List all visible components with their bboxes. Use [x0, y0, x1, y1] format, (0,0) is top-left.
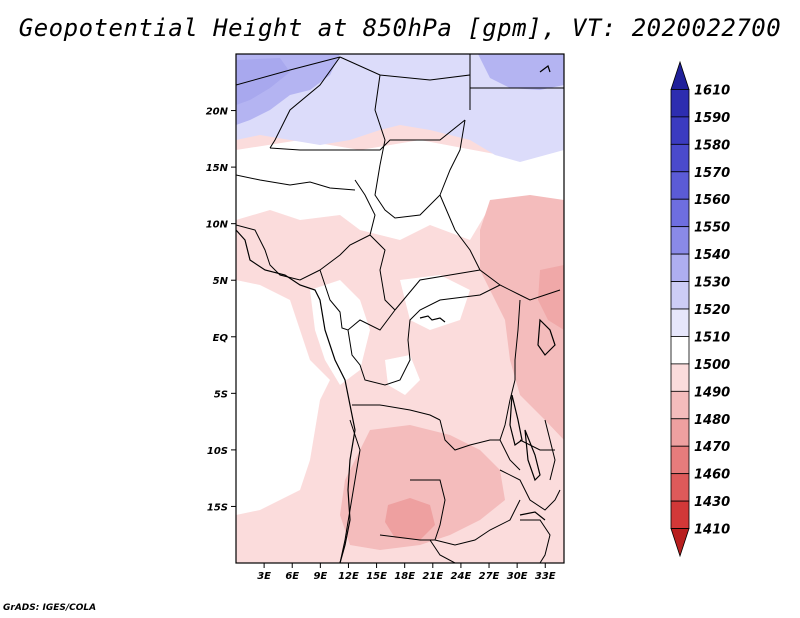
lat-tick-label: 5N — [213, 276, 229, 287]
lon-tick-label: 9E — [313, 571, 327, 582]
colorbar-segment — [670, 226, 690, 255]
lon-tick-label: 24E — [451, 571, 472, 582]
colorbar-level-label: 1430 — [694, 495, 730, 510]
country-borders — [236, 54, 564, 563]
colorbar-level-label: 1510 — [694, 330, 730, 345]
grads-credit: GrADS: IGES/COLA — [3, 603, 97, 613]
lon-tick-label: 33E — [535, 571, 556, 582]
colorbar-level-label: 1580 — [694, 138, 730, 153]
colorbar-segment — [670, 281, 690, 310]
colorbar-level-label: 1590 — [694, 111, 730, 126]
colorbar-segment — [670, 143, 690, 173]
lon-tick-label: 15E — [366, 571, 387, 582]
map-frame — [235, 53, 565, 564]
colorbar-segment — [670, 89, 690, 118]
field-1470-1480-east — [538, 265, 564, 330]
colorbar-segment — [670, 116, 690, 145]
colorbar-segment — [670, 363, 690, 392]
field-1480-1490-south — [340, 425, 505, 550]
coastlines — [236, 65, 556, 563]
colorbar-segment — [670, 253, 690, 282]
field-1480-1490-east — [480, 195, 564, 440]
colorbar-segment — [670, 528, 690, 558]
colorbar-level-label: 1550 — [694, 221, 730, 236]
field-1500-1510-north — [236, 140, 564, 240]
colorbar-level-label: 1410 — [694, 523, 730, 538]
colorbar-level-label: 1610 — [694, 83, 730, 98]
colorbar-level-label: 1560 — [694, 193, 730, 208]
colorbar-level-label: 1530 — [694, 276, 730, 291]
colorbar-level-label: 1540 — [694, 248, 730, 263]
field-1520-1530-ne — [478, 54, 564, 90]
lon-tick-label: 21E — [422, 571, 443, 582]
colorbar-segment — [670, 390, 690, 420]
colorbar-segment — [670, 60, 690, 90]
colorbar-segment — [670, 418, 690, 447]
field-1500-1510-atlantic — [236, 280, 330, 515]
colorbar-level-label: 1460 — [694, 468, 730, 483]
colorbar: 1610 1590 1580 1570 1560 1550 1540 1530 1520 1510… — [670, 60, 730, 558]
colorbar-segment — [670, 171, 690, 200]
field-1530-1540-nw — [236, 58, 290, 105]
lat-tick-label: 20N — [206, 107, 229, 118]
lat-tick-label: 15S — [207, 502, 228, 513]
colorbar-level-label: 1470 — [694, 440, 730, 455]
longitude-axis: 3E 6E 9E 12E 15E 18E 21E 24E 27E 30E 33E — [257, 563, 556, 582]
colorbar-segment — [670, 445, 690, 475]
map-title: Geopotential Height at 850hPa [gpm], VT:… — [18, 14, 782, 42]
lat-tick-label: 5S — [214, 389, 228, 400]
colorbar-segment — [670, 308, 690, 337]
lon-tick-label: 27E — [479, 571, 500, 582]
lon-tick-label: 3E — [257, 571, 271, 582]
colorbar-level-label: 1570 — [694, 166, 730, 181]
colorbar-segment — [670, 336, 690, 365]
lat-tick-label: EQ — [213, 333, 229, 344]
colorbar-segment — [670, 473, 690, 502]
colorbar-level-label: 1480 — [694, 413, 730, 428]
colorbar-level-label: 1500 — [694, 358, 730, 373]
lon-tick-label: 6E — [285, 571, 299, 582]
lat-tick-label: 15N — [206, 163, 229, 174]
colorbar-level-label: 1490 — [694, 385, 730, 400]
lat-tick-label: 10S — [207, 446, 228, 457]
lon-tick-label: 12E — [338, 571, 359, 582]
colorbar-segment — [670, 198, 690, 228]
lat-tick-label: 10N — [206, 220, 229, 231]
lon-tick-label: 30E — [507, 571, 528, 582]
colorbar-segment — [670, 500, 690, 529]
colorbar-level-label: 1520 — [694, 303, 730, 318]
map-plot — [236, 54, 564, 563]
latitude-axis: 20N 15N 10N 5N EQ 5S 10S 15S — [206, 107, 236, 513]
field-1470-1480-kalahari — [385, 498, 435, 540]
lon-tick-label: 18E — [394, 571, 415, 582]
